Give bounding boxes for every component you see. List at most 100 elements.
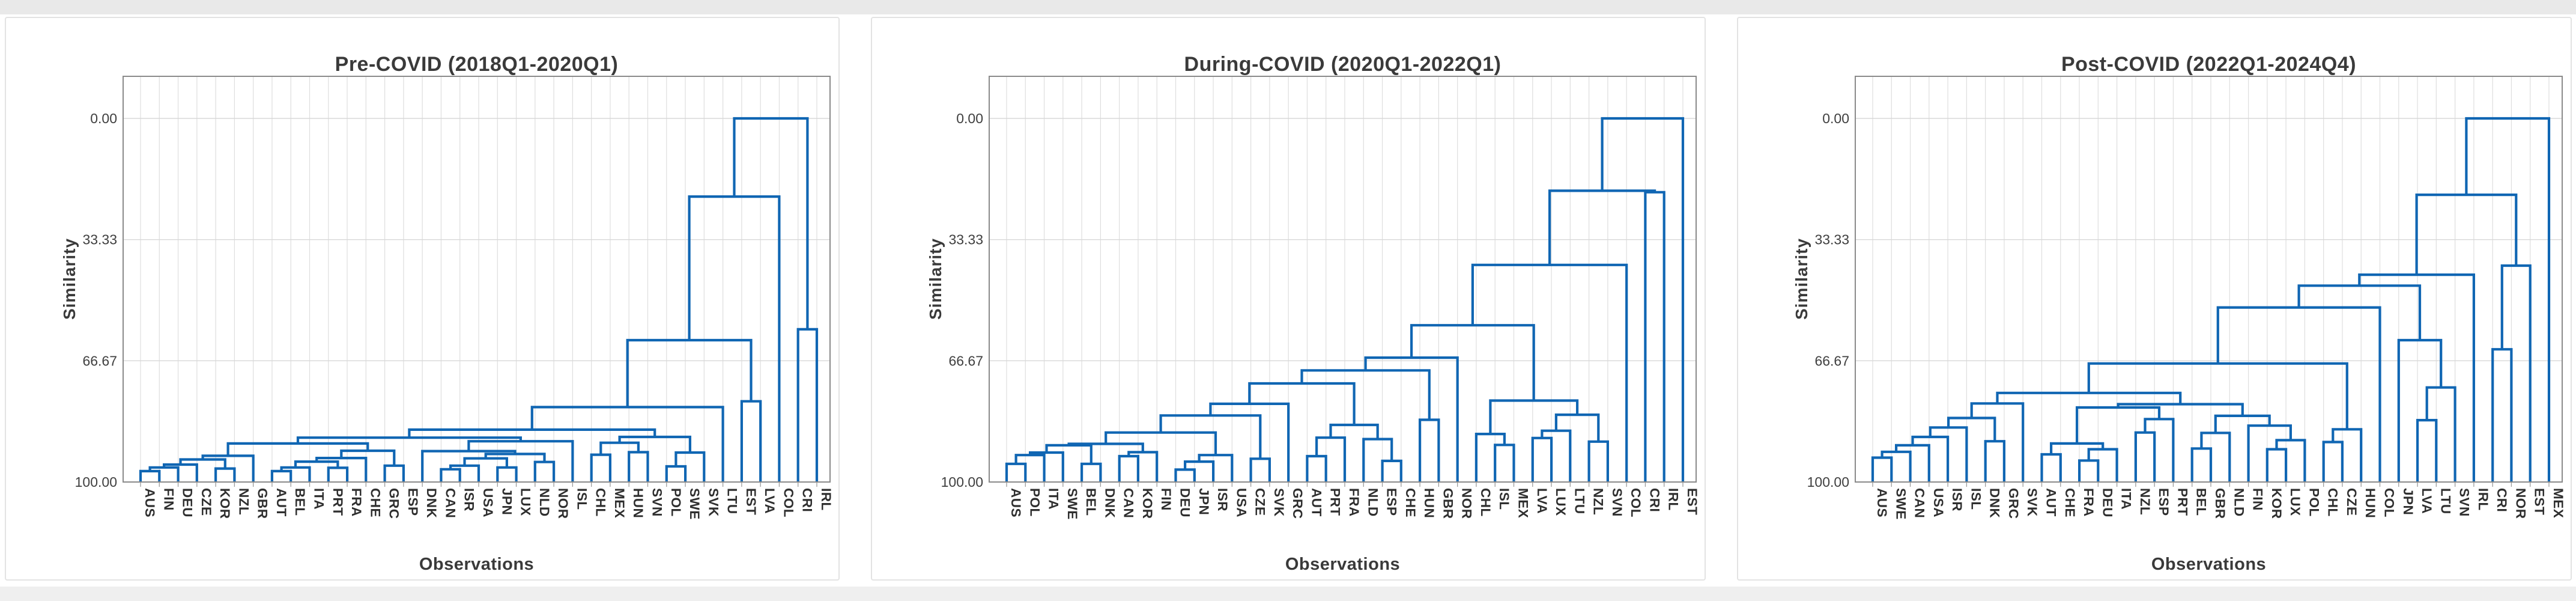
leaf-label: LTU	[2438, 488, 2453, 514]
leaf-label: ISR	[1215, 488, 1230, 511]
leaf-label: ESP	[2156, 488, 2171, 516]
bottom-decorative-strip	[0, 587, 2576, 601]
leaf-label: SVK	[2025, 488, 2040, 517]
leaf-label: EST	[744, 488, 759, 515]
leaf-label: GRC	[1290, 488, 1305, 519]
leaf-label: KOR	[1140, 488, 1155, 519]
dendrogram-plot: 0.00 33.33 66.67 100.00 AUS POL ITA SWE BEL DNK CA…	[941, 76, 1700, 520]
leaf-label: KOR	[2269, 488, 2284, 519]
leaf-label: CZE	[2344, 488, 2359, 516]
leaf-label: HUN	[631, 488, 646, 518]
leaf-label: ESP	[405, 488, 420, 516]
top-decorative-strip	[0, 0, 2576, 14]
leaf-label: LVA	[1535, 488, 1550, 514]
leaf-labels: AUS SWE CAN USA ISR ISL DNK GRC SVK AUT CHE FRA DEU I…	[1872, 482, 2566, 520]
dendrogram-panel-pre-covid: Pre-COVID (2018Q1-2020Q1) Similarity Obs…	[5, 17, 840, 581]
leaf-label: SVN	[650, 488, 665, 517]
leaf-label: SVK	[1271, 488, 1286, 517]
leaf-label: NZL	[2138, 488, 2153, 515]
leaf-label: CZE	[199, 488, 214, 516]
leaf-label: MEX	[2551, 488, 2566, 518]
leaf-label: IRL	[1666, 488, 1681, 511]
leaf-label: FIN	[2250, 488, 2265, 511]
leaf-label: NLD	[2231, 488, 2246, 517]
x-axis-label: Observations	[1285, 555, 1401, 574]
leaf-label: DEU	[1178, 488, 1193, 517]
leaf-label: BEL	[2194, 488, 2209, 516]
plot-frame	[123, 76, 831, 483]
dendrogram-lines	[1005, 117, 1685, 482]
leaf-label: MEX	[612, 488, 627, 518]
leaf-label: DNK	[1102, 488, 1117, 518]
leaf-label: USA	[1931, 488, 1946, 517]
leaf-label: CRI	[800, 488, 815, 512]
leaf-label: AUT	[1309, 488, 1324, 517]
panel-title: Pre-COVID (2018Q1-2020Q1)	[335, 53, 619, 76]
leaf-label: ITA	[312, 488, 327, 510]
leaf-label: NOR	[2513, 488, 2528, 519]
dendrogram-plot: 0.00 33.33 66.67 100.00 AUS SWE CAN USA ISR ISL DN…	[1807, 76, 2566, 520]
leaf-label: LUX	[2288, 488, 2303, 516]
leaf-label: FRA	[1347, 488, 1362, 517]
leaf-label: PRT	[2175, 488, 2190, 516]
y-tick-label: 0.00	[90, 111, 117, 126]
leaf-label: SVN	[2457, 488, 2472, 517]
leaf-label: AUT	[2044, 488, 2059, 517]
leaf-label: DEU	[2100, 488, 2115, 517]
y-tick-label: 0.00	[956, 111, 983, 126]
leaf-label: PRT	[1328, 488, 1343, 516]
panel-title: Post-COVID (2022Q1-2024Q4)	[2061, 53, 2357, 76]
leaf-label: CRI	[1647, 488, 1662, 512]
leaf-label: POL	[668, 488, 683, 517]
leaf-label: GBR	[255, 488, 270, 519]
leaf-label: ITA	[2119, 488, 2134, 510]
leaf-label: SVN	[1610, 488, 1625, 517]
leaf-label: LVA	[2419, 488, 2434, 514]
y-tick-label: 0.00	[1822, 111, 1849, 126]
x-axis-label: Observations	[2151, 555, 2267, 574]
dendrogram-lines	[1871, 117, 2551, 482]
leaf-label: HUN	[2363, 488, 2378, 518]
leaf-label: FRA	[349, 488, 364, 517]
leaf-label: JPN	[2401, 488, 2416, 515]
leaf-label: SWE	[1893, 488, 1908, 520]
leaf-label: IRL	[2476, 488, 2491, 511]
leaf-label: CAN	[443, 488, 458, 518]
leaf-label: HUN	[1422, 488, 1437, 518]
x-axis-label: Observations	[419, 555, 535, 574]
leaf-label: GRC	[387, 488, 402, 519]
y-tick-label: 100.00	[1807, 474, 1849, 490]
leaf-label: LTU	[1572, 488, 1587, 514]
dendrogram-plot: 0.00 33.33 66.67 100.00 AUS FIN DEU CZE KOR NZL GB…	[75, 76, 834, 520]
leaf-label: NZL	[236, 488, 251, 515]
leaf-label: NZL	[1591, 488, 1606, 515]
leaf-label: LVA	[762, 488, 777, 514]
leaf-label: ESP	[1384, 488, 1399, 516]
leaf-label: GBR	[1440, 488, 1455, 519]
leaf-label: FIN	[161, 488, 176, 511]
leaf-label: NLD	[1365, 488, 1380, 517]
leaf-label: LTU	[725, 488, 740, 514]
leaf-label: AUT	[274, 488, 289, 517]
leaf-label: CHE	[2062, 488, 2077, 517]
leaf-label: JPN	[1196, 488, 1211, 515]
leaf-label: CHE	[1403, 488, 1418, 517]
leaf-label: ISL	[1968, 488, 1983, 510]
leaf-label: AUS	[1008, 488, 1023, 517]
leaf-label: ISL	[574, 488, 589, 510]
horizontal-gridlines: 0.00 33.33 66.67 100.00	[1807, 111, 2562, 490]
vertical-gridlines	[1006, 76, 1683, 482]
leaf-label: SWE	[687, 488, 702, 520]
leaf-labels: AUS FIN DEU CZE KOR NZL GBR AUT BEL ITA PRT FRA CHE G…	[140, 482, 834, 520]
panel-title: During-COVID (2020Q1-2022Q1)	[1184, 53, 1502, 76]
leaf-label: CHL	[2326, 488, 2341, 517]
leaf-label: CHL	[593, 488, 608, 517]
leaf-label: NOR	[1459, 488, 1474, 519]
leaf-labels: AUS POL ITA SWE BEL DNK CAN KOR FIN DEU JPN ISR USA C…	[1006, 482, 1700, 520]
leaf-label: ISL	[1497, 488, 1512, 510]
leaf-label: CAN	[1121, 488, 1136, 518]
y-tick-label: 33.33	[948, 232, 983, 248]
leaf-label: MEX	[1516, 488, 1531, 518]
leaf-label: EST	[1685, 488, 1700, 515]
leaf-label: GBR	[2213, 488, 2228, 519]
